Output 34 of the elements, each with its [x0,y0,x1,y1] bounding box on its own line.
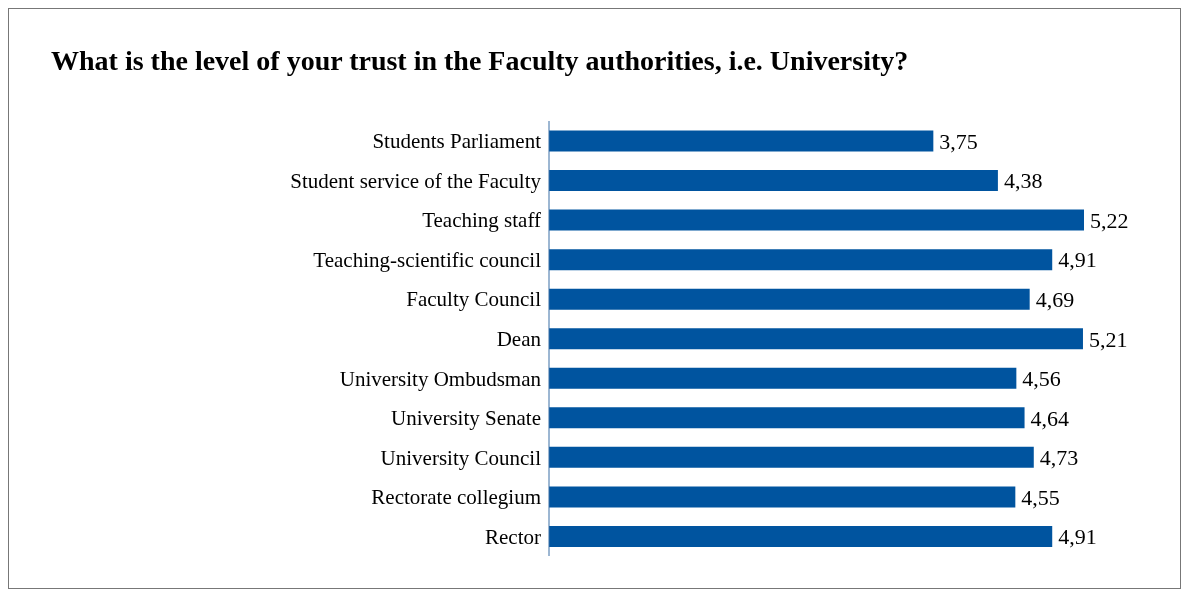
y-tick-label: Rector [485,524,541,549]
data-label: 5,21 [1088,326,1128,352]
bar [549,407,1025,429]
data-label: 4,91 [1058,524,1097,550]
data-label: 4,64 [1030,405,1070,431]
data-label: 4,73 [1039,445,1079,471]
y-tick-label: University Ombudsman [339,366,542,391]
bar [549,209,1084,231]
bar [549,486,1016,508]
y-tick-label: Student service of the Faculty [290,168,542,193]
y-tick-label: Teaching staff [422,208,542,233]
bar [549,249,1053,271]
data-label: 5,22 [1090,207,1129,233]
data-label: 4,56 [1022,366,1061,392]
bar [549,446,1034,468]
bar [549,525,1053,547]
y-tick-label: Teaching-scientific council [313,247,542,272]
bar [549,170,998,192]
data-label: 3,75 [939,128,978,154]
y-tick-label: Dean [496,326,542,351]
y-tick-label: Rectorate collegium [371,485,541,510]
data-label: 4,38 [1003,168,1043,194]
data-label: 4,55 [1021,484,1060,510]
y-tick-label: Faculty Council [406,287,542,312]
bar [549,130,934,152]
bar [549,367,1017,389]
data-label: 4,91 [1058,247,1097,273]
chart-title: What is the level of your trust in the Faculty authorities, i.e. University? [51,45,909,77]
y-tick-label: Students Parliament [372,129,542,154]
y-tick-label: University Senate [391,406,541,431]
y-tick-label: University Council [380,445,542,470]
data-label: 4,69 [1035,286,1075,312]
bar [549,288,1030,310]
bar [549,328,1083,350]
